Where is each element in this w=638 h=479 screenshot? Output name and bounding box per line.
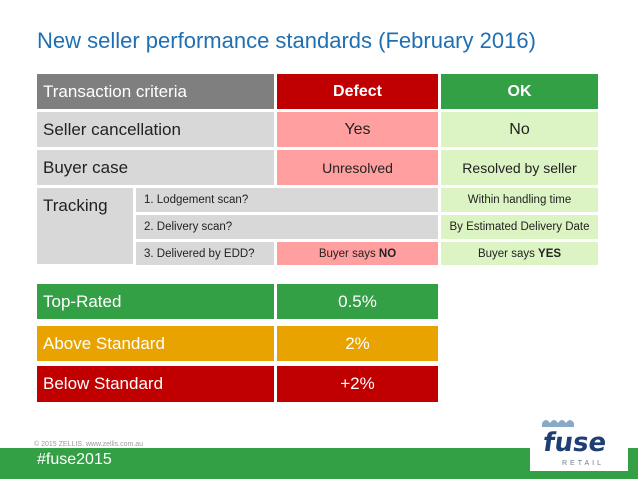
tracking-edd-defect: Buyer says NO — [277, 242, 438, 265]
logo-sub: RETAIL — [562, 460, 604, 467]
tracking-delivery-label: 2. Delivery scan? — [136, 215, 438, 239]
tracking-edd-ok: Buyer says YES — [441, 242, 598, 265]
tracking-delivery-ok: By Estimated Delivery Date — [441, 215, 598, 239]
defect-buyer-case: Unresolved — [277, 150, 438, 185]
header-ok-label: OK — [507, 82, 532, 100]
tracking-edd-ok-prefix: Buyer says — [477, 247, 539, 260]
criteria-buyer-case: Buyer case — [37, 150, 274, 185]
tracking-label: Tracking — [43, 196, 108, 215]
tracking-edd-label: 3. Delivered by EDD? — [136, 242, 274, 265]
tracking-lodgement-ok: Within handling time — [441, 188, 598, 212]
tracking-edd-defect-emph: NO — [378, 247, 397, 260]
level-below-standard: Below Standard — [37, 366, 274, 402]
header-criteria: Transaction criteria — [37, 74, 274, 109]
level-top-rated: Top-Rated — [37, 284, 274, 319]
logo-word: fuse — [541, 428, 608, 458]
copyright: © 2015 ZELLIS. www.zellis.com.au — [34, 441, 144, 448]
logo-waves — [542, 420, 574, 427]
level-below-standard-rate: +2% — [277, 366, 438, 402]
ok-seller-cancellation: No — [441, 112, 598, 147]
defect-seller-cancellation: Yes — [277, 112, 438, 147]
ok-buyer-case: Resolved by seller — [441, 150, 598, 185]
slide-title: New seller performance standards (Februa… — [37, 28, 536, 53]
criteria-seller-cancellation: Seller cancellation — [37, 112, 274, 147]
tracking-edd-ok-emph: YES — [538, 247, 562, 260]
tracking-lodgement-label: 1. Lodgement scan? — [136, 188, 438, 212]
hashtag: #fuse2015 — [37, 451, 112, 468]
header-ok: OK — [441, 74, 598, 109]
level-above-standard: Above Standard — [37, 326, 274, 361]
header-defect: Defect — [277, 74, 438, 109]
fuse-retail-logo: fuse RETAIL — [530, 413, 628, 471]
level-top-rated-rate: 0.5% — [277, 284, 438, 319]
header-defect-label: Defect — [333, 82, 382, 100]
tracking-edd-defect-prefix: Buyer says — [318, 247, 379, 260]
criteria-tracking: Tracking — [37, 188, 133, 264]
level-above-standard-rate: 2% — [277, 326, 438, 361]
